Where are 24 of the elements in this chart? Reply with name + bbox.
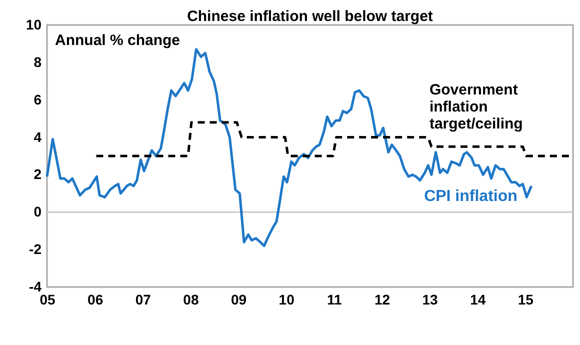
x-tick-label: 13 xyxy=(422,292,438,308)
x-tick-label: 07 xyxy=(135,292,152,308)
x-tick-label: 11 xyxy=(327,292,342,308)
x-tick-label: 08 xyxy=(183,292,199,308)
x-tick-label: 14 xyxy=(470,292,486,308)
y-tick-label: 4 xyxy=(34,128,42,145)
chart-title: Chinese inflation well below target xyxy=(187,8,433,25)
y-tick-label: 2 xyxy=(34,166,42,182)
y-tick-label: 8 xyxy=(34,54,42,70)
y-tick-label: 6 xyxy=(34,91,42,108)
y-tick-label: 10 xyxy=(26,16,42,32)
y-tick-label: -4 xyxy=(29,278,42,294)
y-axis-title: Annual % change xyxy=(55,32,180,49)
y-tick-label: 0 xyxy=(34,204,42,220)
x-tick-label: 10 xyxy=(278,292,295,308)
x-tick-label: 06 xyxy=(88,292,104,308)
x-tick-label: 12 xyxy=(374,292,390,308)
x-tick-label: 09 xyxy=(230,292,247,308)
y-tick-label: -2 xyxy=(29,241,42,258)
x-tick-label: 15 xyxy=(518,292,534,308)
series-label: CPI inflation xyxy=(424,188,518,205)
line-series xyxy=(46,48,533,248)
series-label: Government inflation target/ceiling xyxy=(429,82,523,133)
x-tick-label: 05 xyxy=(40,292,56,308)
